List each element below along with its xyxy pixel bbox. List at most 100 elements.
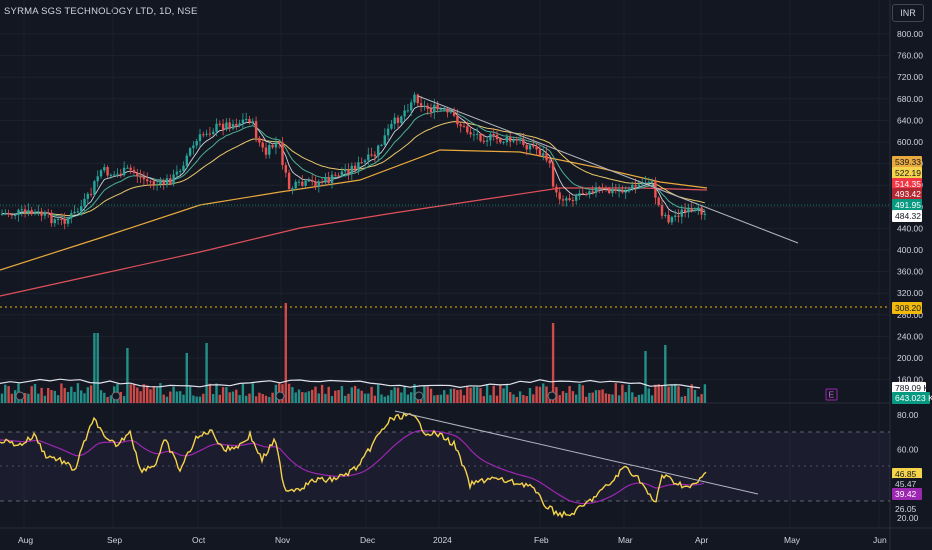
price-axis-label: 160.00 [897, 375, 923, 385]
candle-body [446, 108, 449, 113]
volume-bar [575, 394, 578, 403]
volume-bar [182, 394, 185, 403]
candle-body [683, 209, 687, 213]
volume-ma-line [0, 378, 701, 389]
candle-body [20, 209, 23, 211]
earnings-marker[interactable] [15, 391, 25, 401]
volume-bar [89, 385, 93, 403]
candle-body [542, 153, 545, 156]
volume-bar [568, 386, 571, 403]
candle-body [400, 116, 403, 123]
volume-bar [383, 396, 386, 403]
volume-bars [0, 303, 707, 403]
volume-bar [66, 391, 70, 403]
candle-body [245, 119, 248, 121]
axis-badge-label: 491.95 [895, 200, 921, 210]
candle-body [522, 139, 525, 145]
volume-bar [373, 395, 377, 403]
volume-bar [703, 384, 707, 403]
candle-body [687, 208, 690, 213]
candle-body [489, 134, 492, 141]
candle-body [476, 133, 479, 135]
volume-bar [551, 323, 555, 403]
volume-bar [10, 393, 14, 403]
candle-body [472, 134, 476, 136]
candle-body [429, 108, 433, 113]
volume-bar [198, 396, 202, 403]
price-axis-label: 280.00 [897, 310, 923, 320]
earnings-marker[interactable] [547, 391, 557, 401]
volume-bar [479, 388, 482, 403]
candle-body [284, 165, 287, 173]
volume-bar [683, 395, 687, 403]
candle-body [598, 187, 601, 189]
trendline-rsi[interactable] [394, 410, 759, 495]
earnings-marker[interactable] [111, 391, 121, 401]
volume-bar [139, 391, 142, 403]
volume-bar [482, 396, 485, 403]
candle-body [690, 208, 693, 211]
candle-body [241, 119, 245, 124]
candle-body [641, 183, 644, 185]
volume-bar [466, 385, 469, 403]
candle-body [433, 104, 436, 113]
volume-bar [429, 388, 433, 403]
volume-bar [162, 394, 165, 403]
volume-bar [509, 392, 512, 403]
volume-bar [664, 345, 667, 403]
candle-body [96, 176, 99, 182]
candle-body [617, 190, 621, 192]
volume-bar [594, 390, 598, 403]
volume-bar [499, 385, 502, 403]
volume-bar [515, 396, 518, 403]
currency-button[interactable]: INR [892, 4, 924, 22]
candle-body [89, 193, 93, 195]
candle-body [17, 209, 20, 215]
volume-bar [215, 383, 218, 403]
time-axis[interactable]: Aug Sep Oct Nov Dec 2024 Feb Mar Apr May Jun [18, 535, 887, 545]
earnings-marker[interactable] [414, 391, 424, 401]
volume-bar [452, 388, 456, 403]
trendline-price[interactable] [417, 95, 799, 244]
candle-body [452, 111, 456, 116]
candle-body [413, 94, 416, 103]
candle-body [697, 207, 700, 210]
candle-body [621, 190, 624, 193]
volume-bar [598, 390, 601, 403]
volume-bar [485, 384, 489, 403]
axis-badge [892, 488, 922, 500]
price-axis-label: 400.00 [897, 245, 923, 255]
candle-body [291, 188, 294, 190]
candle-body [363, 160, 367, 163]
volume-bar [159, 383, 162, 403]
time-axis-label: Oct [192, 535, 206, 545]
volume-bar [63, 388, 66, 403]
candle-body [14, 214, 17, 216]
candle-body [80, 206, 83, 212]
candle-body [119, 173, 122, 176]
candle-body [122, 167, 126, 176]
chart-event-marker[interactable] [825, 388, 838, 401]
candle-body [551, 163, 555, 187]
volume-bar [532, 394, 535, 403]
axis-badge-label: 493.42 [895, 189, 921, 199]
candle-body [258, 137, 261, 143]
candles [0, 92, 707, 230]
volume-bar [344, 395, 347, 403]
volume-bar [185, 353, 188, 403]
volume-bar [152, 386, 155, 403]
earnings-marker[interactable] [275, 391, 285, 401]
candle-body [627, 188, 631, 192]
volume-bar [492, 385, 495, 403]
candle-body [584, 193, 588, 195]
volume-bar [324, 393, 327, 403]
volume-bar [393, 387, 396, 403]
axis-badge-label: 46.85 [895, 469, 917, 479]
candle-body [700, 207, 703, 215]
candle-body [578, 193, 581, 197]
volume-bar [4, 384, 7, 403]
volume-bar [410, 392, 413, 403]
candle-body [215, 123, 218, 132]
